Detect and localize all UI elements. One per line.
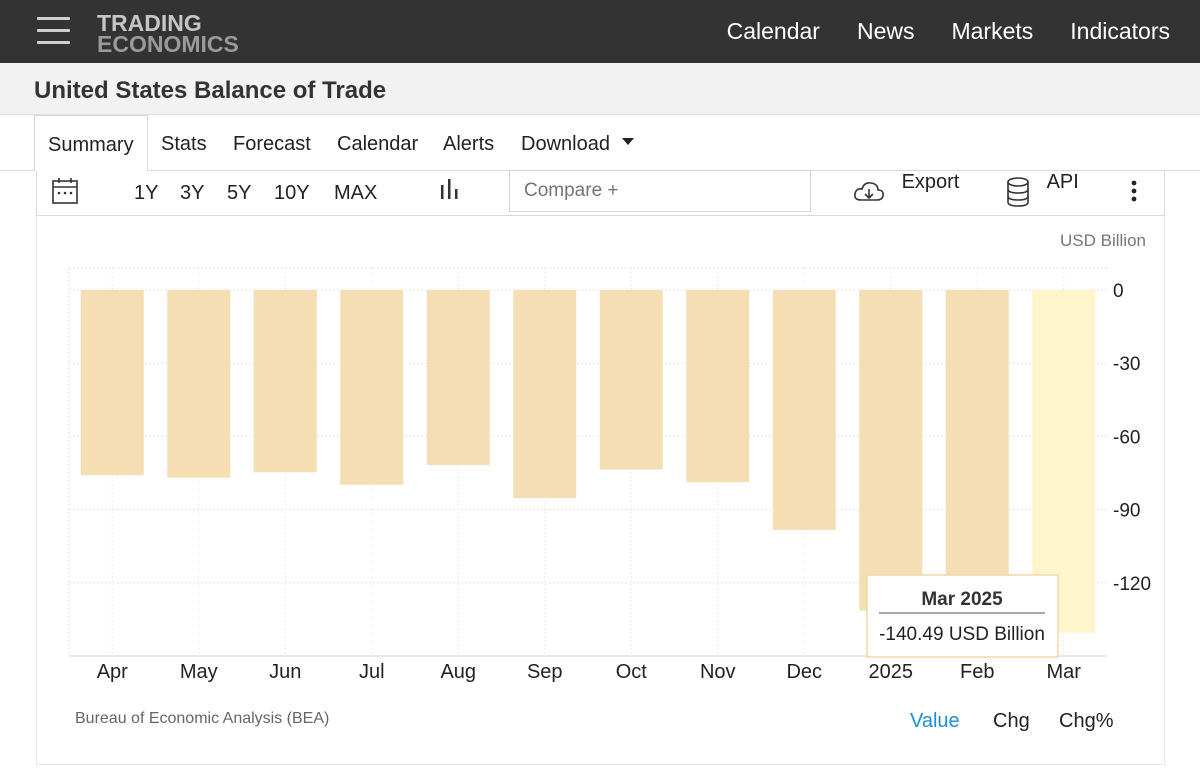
top-navbar: TRADING ECONOMICS Calendar News Markets … (0, 0, 1200, 63)
range-3y[interactable]: 3Y (180, 182, 205, 204)
y-tick-label: 0 (1113, 281, 1124, 302)
page-title: United States Balance of Trade (34, 77, 387, 104)
database-icon (1007, 177, 1029, 207)
x-tick-label: Dec (786, 661, 822, 683)
chevron-down-icon (621, 138, 634, 146)
logo-line-1: TRADING (97, 10, 202, 36)
x-tick-label: Feb (960, 661, 994, 683)
x-tick-label: Jun (269, 661, 301, 683)
tab-calendar[interactable]: Calendar (337, 133, 419, 155)
bar (599, 290, 663, 470)
logo-line-2: ECONOMICS (97, 30, 239, 57)
chart-type-icon[interactable] (439, 171, 461, 215)
main-nav: Calendar News Markets Indicators (690, 0, 1170, 63)
view-chg-percent[interactable]: Chg% (1059, 710, 1114, 732)
bar (80, 290, 144, 476)
tab-stats[interactable]: Stats (161, 133, 207, 155)
tab-download-label: Download (521, 133, 610, 155)
x-tick-label: Nov (700, 661, 736, 683)
bar (859, 290, 923, 611)
x-tick-label: Oct (616, 661, 648, 683)
y-tick-label: -60 (1113, 427, 1140, 448)
calendar-icon[interactable] (51, 171, 79, 215)
range-max[interactable]: MAX (334, 182, 378, 204)
more-options-icon[interactable] (1130, 171, 1138, 215)
tab-summary[interactable]: Summary (34, 115, 148, 172)
x-tick-label: Jul (359, 661, 385, 683)
tooltip-value: -140.49 USD Billion (879, 624, 1045, 645)
x-tick-label: Aug (440, 661, 476, 683)
bar (686, 290, 750, 483)
nav-news[interactable]: News (856, 18, 915, 44)
export-button[interactable]: Export (852, 171, 959, 215)
view-chg[interactable]: Chg (993, 710, 1030, 732)
range-1y[interactable]: 1Y (134, 182, 159, 204)
bar (426, 290, 490, 465)
title-band: United States Balance of Trade (0, 63, 1200, 115)
view-value[interactable]: Value (910, 710, 960, 732)
bar (945, 290, 1009, 590)
x-tick-label: Apr (97, 661, 128, 683)
range-5y[interactable]: 5Y (227, 182, 252, 204)
chart-toolbar: 1Y 3Y 5Y 10Y MAX Export API (36, 170, 1165, 216)
chart-panel: USD Billion 0 -30 -60 -90 -120 Apr May Jun Jul Au… (36, 216, 1165, 765)
bar (513, 290, 577, 499)
bar-chart: 0 -30 -60 -90 -120 Apr May Jun Jul Aug Sep Oct Nov De… (68, 267, 1151, 683)
tooltip: Mar 2025 -140.49 USD Billion (866, 574, 1059, 658)
bar (167, 290, 231, 478)
y-tick-label: -90 (1113, 501, 1140, 522)
tab-download[interactable]: Download (521, 115, 634, 171)
nav-calendar[interactable]: Calendar (726, 18, 820, 44)
bar (253, 290, 317, 473)
tooltip-box (866, 574, 1059, 658)
menu-icon[interactable] (37, 17, 70, 45)
nav-markets[interactable]: Markets (951, 18, 1034, 44)
y-tick-label: -120 (1113, 574, 1151, 595)
cloud-download-icon (854, 182, 884, 201)
tab-bar: Summary Stats Forecast Calendar Alerts D… (0, 115, 1200, 172)
api-label: API (1046, 171, 1079, 193)
tab-forecast[interactable]: Forecast (233, 133, 311, 155)
export-label: Export (901, 171, 960, 193)
x-tick-label: Sep (527, 661, 563, 683)
unit-label: USD Billion (1060, 231, 1146, 250)
x-tick-label: May (180, 661, 218, 683)
y-tick-label: -30 (1113, 354, 1140, 375)
source-label: Bureau of Economic Analysis (BEA) (75, 710, 330, 727)
tooltip-title: Mar 2025 (921, 589, 1003, 610)
x-tick-label: Mar (1047, 661, 1082, 683)
compare-input[interactable] (509, 170, 811, 212)
api-button[interactable]: API (1005, 171, 1079, 215)
tab-alerts[interactable]: Alerts (443, 133, 495, 155)
range-10y[interactable]: 10Y (274, 182, 310, 204)
bar (772, 290, 836, 530)
nav-indicators[interactable]: Indicators (1070, 18, 1170, 44)
logo[interactable]: TRADING ECONOMICS (97, 10, 239, 57)
x-tick-label: 2025 (869, 661, 914, 683)
bar (340, 290, 404, 485)
